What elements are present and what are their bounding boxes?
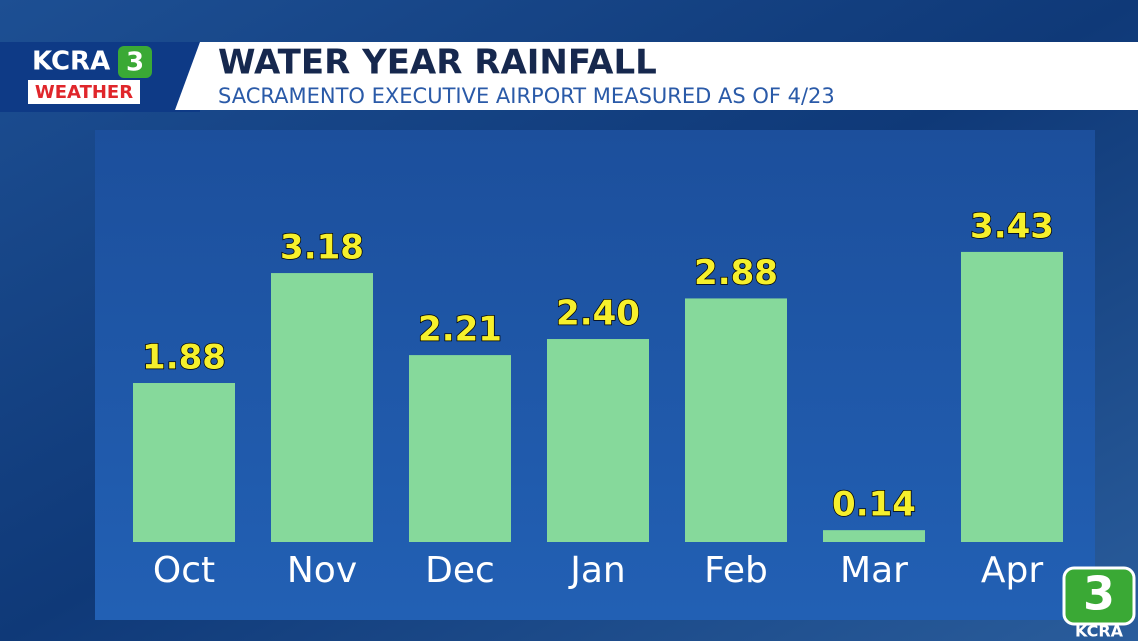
bar <box>547 339 649 542</box>
value-label: 0.14 <box>832 485 916 525</box>
channel-logo: 3 <box>126 48 144 78</box>
bar <box>409 355 511 542</box>
value-label: 3.18 <box>280 228 364 268</box>
bar <box>133 383 235 542</box>
corner-badge <box>1062 566 1136 626</box>
bar <box>271 273 373 542</box>
station-logo: KCRA <box>32 47 110 77</box>
value-label: 2.40 <box>556 294 640 334</box>
x-tick-label: Oct <box>153 550 215 591</box>
chart-title: WATER YEAR RAINFALL <box>218 43 657 83</box>
corner-channel: 3 <box>1083 567 1115 621</box>
x-tick-label: Dec <box>425 550 495 591</box>
x-tick-label: Nov <box>287 550 357 591</box>
chart-subtitle: SACRAMENTO EXECUTIVE AIRPORT MEASURED AS… <box>218 84 835 108</box>
segment-badge <box>28 80 140 104</box>
value-label: 2.88 <box>694 253 778 293</box>
header-band <box>175 42 1138 110</box>
corner-station: KCRA <box>1075 622 1124 641</box>
x-tick-label: Apr <box>981 550 1043 591</box>
bar <box>685 298 787 542</box>
x-tick-label: Feb <box>704 550 768 591</box>
x-tick-label: Jan <box>568 550 626 591</box>
bar <box>961 251 1063 543</box>
bar <box>823 530 925 542</box>
x-tick-label: Mar <box>840 550 908 591</box>
value-label: 3.43 <box>970 206 1054 246</box>
value-label: 1.88 <box>142 338 226 378</box>
value-label: 2.21 <box>418 310 502 350</box>
channel-badge <box>118 46 152 78</box>
segment-logo: WEATHER <box>35 82 133 103</box>
